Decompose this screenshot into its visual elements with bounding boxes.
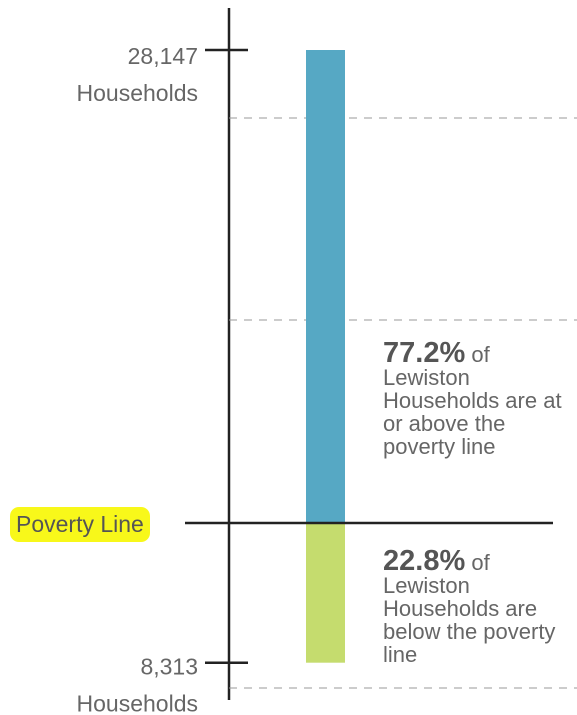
annotation: 22.8% of Lewiston Households are below t… xyxy=(383,547,563,667)
annotation: 77.2% of Lewiston Households are at or a… xyxy=(383,339,563,459)
value-label: 8,313 xyxy=(140,654,198,680)
value-label: 28,147 xyxy=(128,43,198,69)
baseline-label: Poverty Line xyxy=(10,507,150,542)
unit-label: Households xyxy=(77,691,198,715)
annotation-text: of Lewiston Households are below the pov… xyxy=(383,550,556,667)
percent-label: 22.8% xyxy=(383,545,466,577)
bar xyxy=(306,50,345,523)
percent-label: 77.2% xyxy=(383,337,466,369)
annotation-text: of Lewiston Households are at or above t… xyxy=(383,342,562,459)
unit-label: Households xyxy=(77,80,198,106)
bar xyxy=(306,523,345,663)
